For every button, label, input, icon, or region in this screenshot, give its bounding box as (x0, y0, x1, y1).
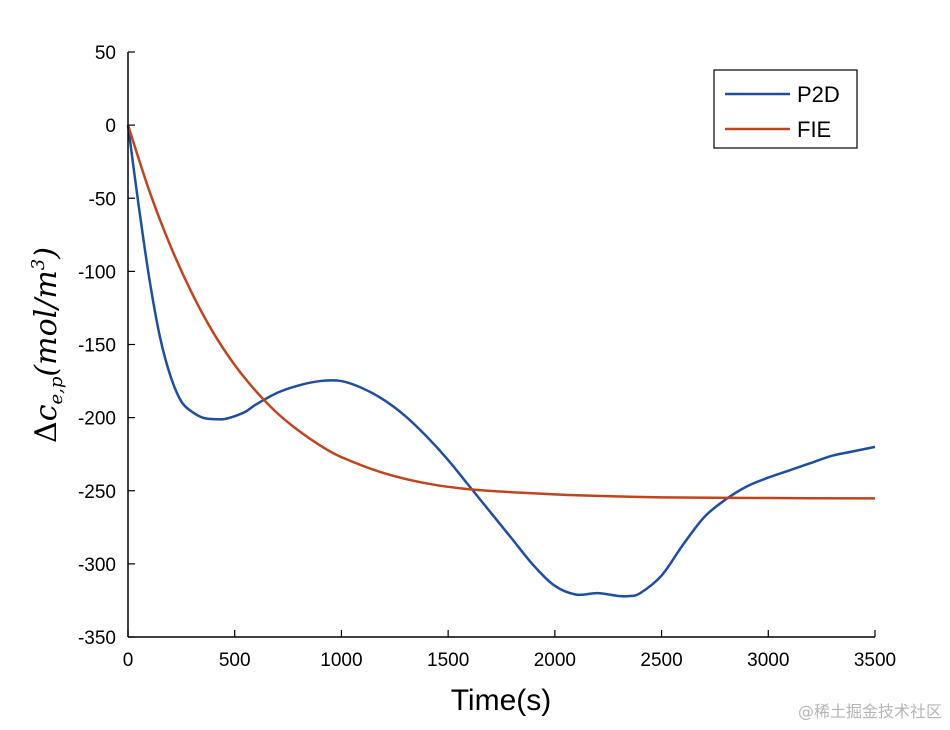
y-axis-title-sub: e,p (46, 376, 67, 404)
y-tick-label: -350 (78, 628, 116, 649)
x-tick-label: 3000 (747, 650, 789, 671)
legend-box (713, 69, 858, 149)
y-axis-title-exp: 3 (28, 259, 49, 270)
y-axis-title: Δce,p(mol/m3) (28, 247, 67, 443)
y-tick-label: -200 (78, 409, 116, 430)
y-axis-title-delta: Δ (29, 421, 64, 443)
x-tick-label: 0 (123, 650, 134, 671)
y-tick-label: 50 (95, 43, 116, 64)
y-tick-label: -300 (78, 555, 116, 576)
series-line-p2d (126, 124, 876, 598)
x-tick-label: 2000 (534, 650, 576, 671)
y-tick-label: -50 (89, 189, 116, 210)
legend-label-p2d: P2D (797, 82, 840, 107)
x-tick-label: 2500 (640, 650, 682, 671)
axes (127, 52, 875, 638)
y-axis-title-var: c (29, 404, 64, 421)
y-axis-title-close: ) (29, 247, 64, 260)
legend-label-fie: FIE (797, 117, 831, 142)
axis-ticks (127, 51, 876, 638)
y-tick-label: -150 (78, 336, 116, 357)
x-axis-title: Time(s) (451, 684, 552, 717)
x-tick-label: 1000 (320, 650, 362, 671)
legend: P2D FIE (713, 69, 858, 149)
y-axis-title-unit: (mol/m (29, 270, 64, 376)
y-tick-labels: -350 -300 -250 -200 -150 -100 -50 0 50 (78, 43, 116, 649)
x-tick-label: 500 (219, 650, 251, 671)
x-tick-labels: 0 500 1000 1500 2000 2500 3000 3500 (123, 650, 896, 671)
series-layer (126, 124, 876, 598)
y-tick-label: -100 (78, 262, 116, 283)
x-tick-label: 3500 (854, 650, 896, 671)
x-tick-label: 1500 (427, 650, 469, 671)
series-line-fie (126, 124, 876, 500)
watermark-text: @稀土掘金技术社区 (797, 702, 942, 721)
y-tick-label: -250 (78, 482, 116, 503)
y-tick-label: 0 (105, 116, 116, 137)
